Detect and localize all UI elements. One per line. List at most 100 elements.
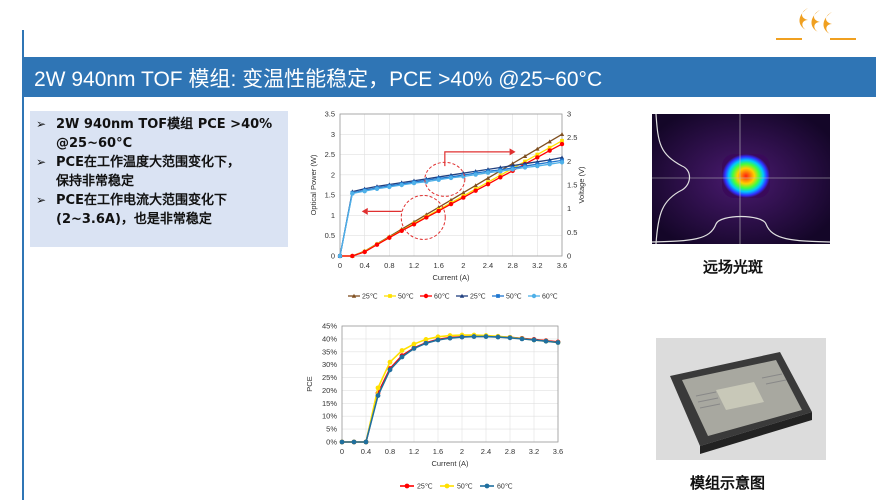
bullet-text: (2~3.6A)，也是非常稳定 [56, 212, 212, 227]
x-tick-label: 3.6 [557, 261, 567, 270]
data-point [485, 181, 491, 187]
data-point [559, 155, 565, 160]
series-line [342, 334, 559, 443]
data-point [459, 334, 465, 340]
logo-underline-left [776, 38, 802, 40]
data-point [496, 294, 500, 298]
data-point [484, 483, 490, 489]
data-point [473, 172, 478, 177]
data-point [374, 242, 380, 247]
plot-frame [341, 325, 559, 443]
y2-tick-label: 0 [567, 252, 571, 261]
y-tick-label: 30% [322, 360, 337, 369]
data-point [411, 346, 417, 351]
x-axis-label: Current (A) [431, 459, 469, 468]
data-point [471, 334, 477, 339]
legend-label: 25℃ [362, 294, 378, 301]
data-point [507, 335, 513, 341]
data-point [444, 483, 450, 489]
y-tick-label: 10% [322, 412, 337, 421]
data-point [555, 340, 561, 345]
data-point [547, 161, 552, 167]
module-side [700, 412, 812, 454]
x-tick-label: 2 [461, 261, 465, 270]
annotation-arrowhead [361, 207, 368, 215]
data-point [436, 177, 441, 182]
data-point [350, 253, 355, 259]
data-point [522, 165, 528, 170]
data-point [483, 334, 489, 339]
data-point [388, 294, 392, 298]
logo-flame-3 [823, 12, 832, 34]
data-point [498, 175, 503, 180]
y-tick-label: 1 [331, 211, 335, 220]
data-point [519, 336, 525, 342]
highlight-circle [400, 194, 446, 240]
legend-label: 50℃ [398, 294, 414, 301]
legend-label: 60℃ [434, 294, 450, 301]
logo-flame-1 [799, 8, 808, 30]
data-point [387, 235, 392, 240]
data-point [399, 354, 405, 360]
data-point [411, 222, 417, 227]
data-point [448, 197, 454, 202]
data-point [350, 191, 355, 196]
data-point [375, 393, 381, 398]
data-point [523, 159, 527, 164]
data-point [473, 188, 478, 193]
data-point [535, 155, 540, 160]
data-point [387, 367, 393, 373]
y-tick-label: 45% [322, 322, 337, 331]
data-point [547, 145, 552, 150]
data-point [423, 337, 429, 342]
data-point [411, 341, 417, 347]
x-axis-label: Current (A) [432, 273, 470, 282]
data-point [559, 141, 565, 147]
data-point [461, 190, 466, 195]
data-point [351, 293, 357, 298]
bullet-text: 保持非常稳定 [56, 174, 135, 189]
data-point [423, 293, 429, 299]
x-tick-label: 2.8 [507, 261, 517, 270]
series-line [342, 335, 559, 443]
series-line [339, 156, 563, 257]
y-tick-label: 3 [331, 130, 335, 139]
y2-axis-label: Voltage (V) [577, 166, 586, 204]
logo-flame-2 [811, 10, 820, 32]
x-tick-label: 2.4 [481, 447, 491, 456]
data-point [498, 169, 503, 174]
legend-label: 60℃ [542, 294, 558, 301]
data-point [351, 439, 357, 445]
logo-underline-right [830, 38, 856, 40]
data-point [399, 228, 404, 234]
data-point [411, 180, 417, 186]
data-point [459, 293, 465, 298]
bullet-text: @25~60°C [56, 136, 133, 151]
y-tick-label: 2 [331, 170, 335, 179]
data-point [399, 182, 404, 188]
data-point [559, 160, 565, 165]
data-point [362, 188, 367, 194]
data-point [436, 208, 441, 214]
x-tick-label: 0.4 [359, 261, 369, 270]
x-tick-label: 3.2 [529, 447, 539, 456]
x-tick-label: 0 [338, 261, 342, 270]
x-tick-label: 2.4 [483, 261, 493, 270]
arrow-bullet-icon: ➢ [36, 155, 47, 169]
x-tick-label: 0.8 [385, 447, 395, 456]
bullet-item: ➢ PCE在工作温度大范围变化下， 保持非常稳定 [36, 153, 284, 191]
plot-frame [339, 113, 563, 257]
x-tick-label: 1.2 [409, 261, 419, 270]
y2-tick-label: 1.5 [567, 181, 577, 190]
left-accent-rule [22, 30, 24, 500]
data-point [495, 334, 501, 340]
data-point [510, 161, 515, 166]
y-tick-label: 40% [322, 334, 337, 343]
bullet-text: PCE在工作电流大范围变化下 [56, 193, 227, 208]
x-tick-label: 1.6 [433, 261, 443, 270]
module-caption: 模组示意图 [690, 474, 766, 492]
data-point [560, 138, 564, 143]
power-voltage-chart: 0 0.4 0.8 1.2 1.6 2 2.4 2.8 3.2 3.600.511.522.533… [309, 110, 586, 301]
data-point [531, 293, 537, 299]
data-point [535, 152, 540, 157]
